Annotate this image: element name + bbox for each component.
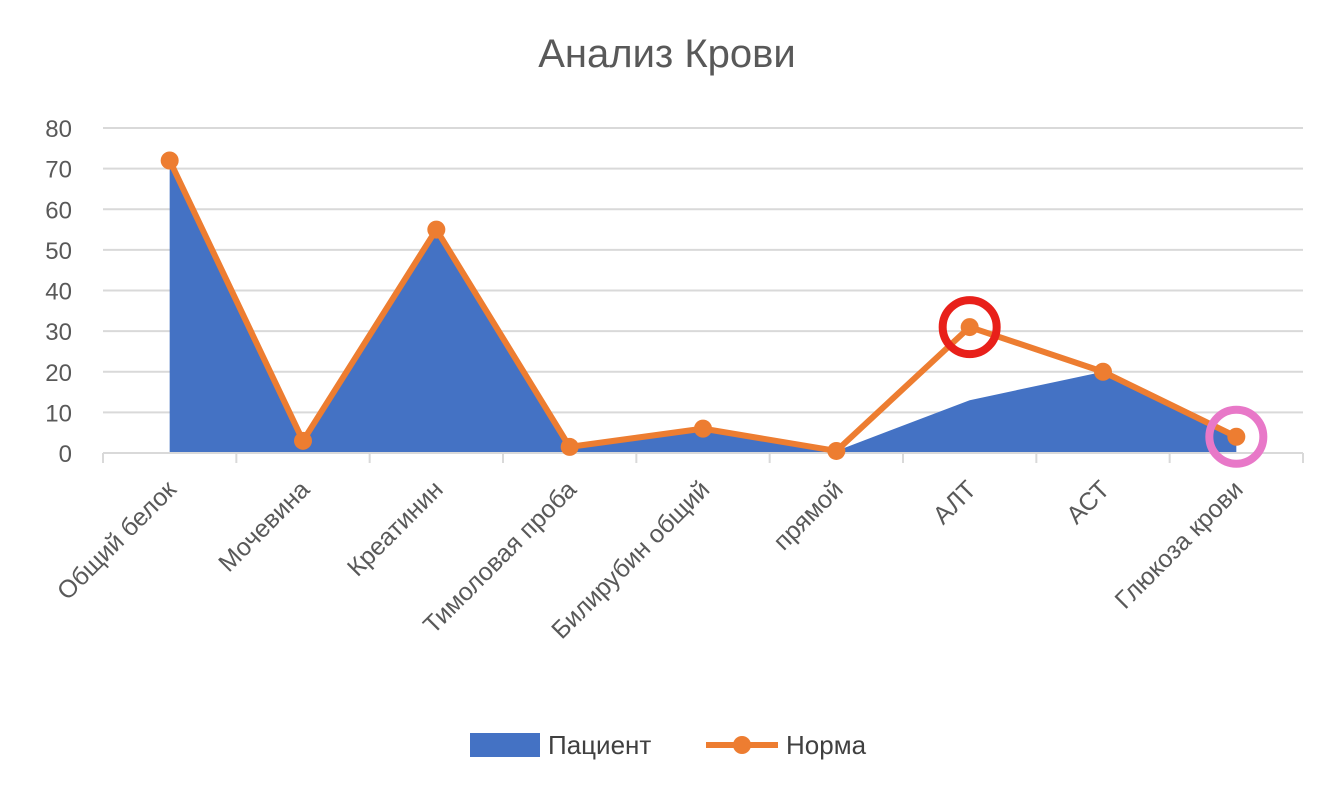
annotations [938,296,1268,468]
category-label: Мочевина [213,475,315,577]
category-label: Глюкоза крови [1110,475,1249,614]
chart-title: Анализ Крови [538,32,796,76]
line-point [1227,427,1246,446]
line-point [960,318,979,337]
line-point [160,151,179,170]
legend: Пациент Норма [470,730,867,760]
y-tick-label: 60 [45,197,72,224]
category-label: АЛТ [928,475,982,529]
y-tick-label: 70 [45,157,72,184]
y-tick-label: 80 [45,116,72,143]
legend-label-patient: Пациент [548,730,651,760]
highlight-circle [938,296,1001,359]
legend-marker-norma [733,736,751,754]
category-label: АСТ [1061,475,1115,529]
legend-label-norma: Норма [786,730,867,760]
line-point [294,431,312,450]
category-label: Креатинин [342,475,449,582]
legend-swatch-patient [470,733,540,757]
y-tick-label: 20 [45,360,72,387]
line-point [827,441,846,460]
series-line [160,151,1246,460]
line-point [1094,362,1112,381]
y-tick-label: 10 [45,400,72,427]
line-point [694,419,712,438]
series-area [169,160,1237,453]
category-label: прямой [768,475,848,555]
line-point [560,437,579,456]
line-point [427,220,446,239]
y-axis-ticks: 0 10 20 30 40 50 60 70 80 [45,116,72,468]
x-axis [102,452,1304,463]
y-tick-label: 40 [45,279,72,306]
y-tick-label: 30 [45,319,72,346]
gridlines [103,127,1303,414]
y-tick-label: 0 [59,441,72,468]
category-label: Общий белок [52,475,183,606]
y-tick-label: 50 [45,238,72,265]
area-series-patient [169,160,1237,453]
highlight-circle [1205,405,1268,468]
